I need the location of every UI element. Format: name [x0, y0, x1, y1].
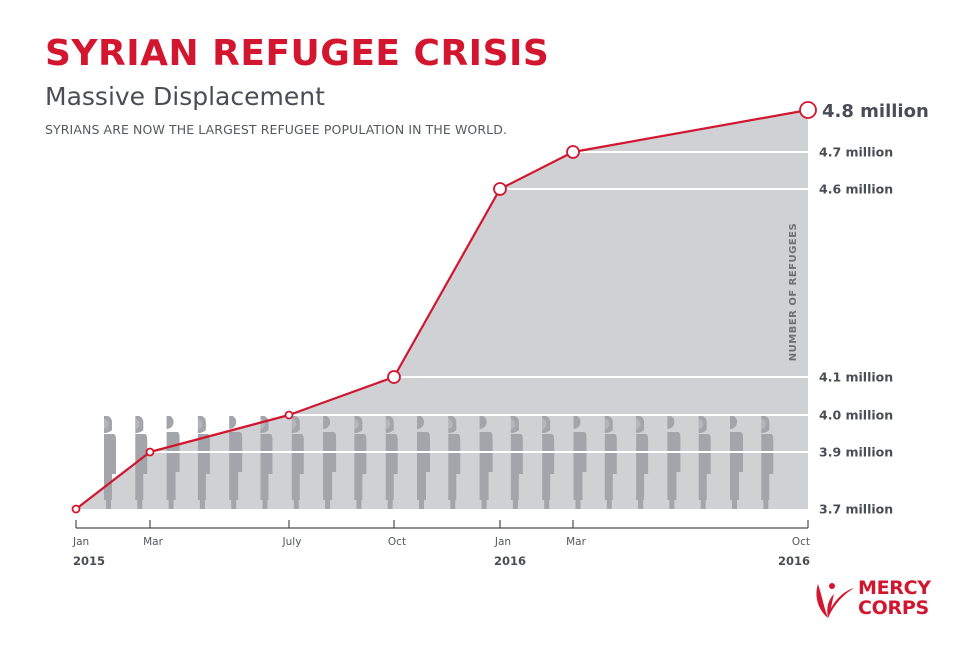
- data-point-marker: [799, 101, 817, 119]
- woman-figure-icon: [448, 416, 461, 509]
- data-point-marker: [284, 410, 294, 420]
- x-tick-label: Oct: [388, 536, 406, 548]
- man-figure-icon: [417, 416, 430, 509]
- woman-figure-icon: [354, 416, 367, 509]
- woman-figure-icon: [698, 416, 711, 509]
- value-label: 3.9 million: [819, 445, 893, 460]
- x-tick-label: Mar: [143, 536, 163, 548]
- woman-figure-icon: [636, 416, 649, 509]
- value-label: 4.8 million: [822, 101, 929, 122]
- data-point-marker: [71, 504, 81, 514]
- people-figures: [104, 416, 774, 509]
- data-point-marker: [566, 145, 580, 159]
- x-year-label: 2016: [494, 554, 526, 568]
- data-point-marker: [387, 370, 401, 384]
- woman-figure-icon: [135, 416, 148, 509]
- data-point-marker: [493, 182, 507, 196]
- x-tick-label: Oct: [792, 536, 810, 548]
- man-figure-icon: [667, 416, 681, 509]
- data-line-layer: [71, 101, 817, 514]
- value-label: 4.6 million: [819, 182, 893, 197]
- x-year-label: 2016: [778, 554, 810, 568]
- data-point-marker: [145, 447, 155, 457]
- chart-tagline: SYRIANS ARE NOW THE LARGEST REFUGEE POPU…: [45, 122, 508, 137]
- woman-figure-icon: [604, 416, 617, 509]
- value-labels: 3.7 million 3.9 million 4.0 million 4.1 mil…: [819, 101, 929, 517]
- logo-line1: MERCY: [858, 577, 931, 599]
- woman-figure-icon: [385, 416, 398, 509]
- woman-figure-icon: [542, 416, 555, 509]
- y-axis-title: NUMBER OF REFUGEES: [788, 223, 799, 361]
- value-label: 3.7 million: [819, 502, 893, 517]
- x-year-label: 2015: [73, 554, 105, 568]
- woman-figure-icon: [761, 416, 774, 509]
- x-tick-label: Jan: [72, 536, 89, 548]
- mercy-corps-leaf-icon: [816, 583, 854, 618]
- value-label: 4.0 million: [819, 408, 893, 423]
- x-axis: Jan 2015 Mar July Oct Jan 2016 Mar Oct 2016: [72, 520, 810, 568]
- woman-figure-icon: [197, 416, 210, 509]
- x-tick-label: July: [282, 536, 302, 548]
- gridlines: [150, 151, 808, 453]
- woman-figure-icon: [104, 416, 116, 509]
- man-figure-icon: [730, 416, 743, 509]
- man-figure-icon: [573, 416, 587, 509]
- area-layer: [76, 110, 808, 509]
- area-fill: [76, 110, 808, 509]
- x-tick-label: Mar: [566, 536, 586, 548]
- chart-subtitle: Massive Displacement: [45, 82, 325, 111]
- man-figure-icon: [229, 416, 243, 509]
- woman-figure-icon: [510, 416, 523, 509]
- man-figure-icon: [323, 416, 337, 509]
- x-tick-label: Jan: [494, 536, 511, 548]
- woman-figure-icon: [291, 416, 304, 509]
- logo-line2: CORPS: [858, 597, 929, 619]
- chart-title: SYRIAN REFUGEE CRISIS: [45, 33, 550, 74]
- value-label: 4.1 million: [819, 370, 893, 385]
- mercy-corps-logo: MERCY CORPS: [812, 578, 942, 622]
- man-figure-icon: [166, 416, 180, 509]
- value-label: 4.7 million: [819, 145, 893, 160]
- man-figure-icon: [479, 416, 493, 509]
